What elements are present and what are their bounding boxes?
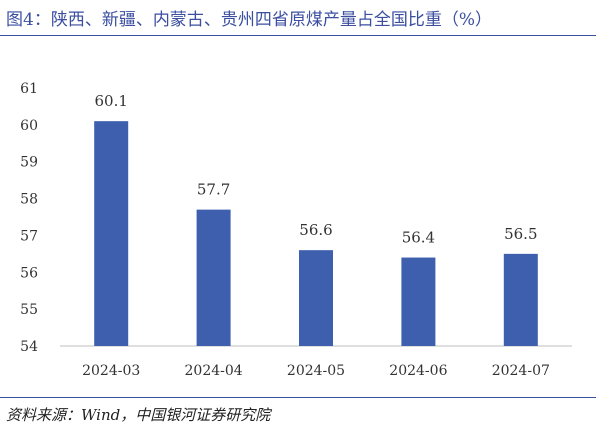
y-tick-label: 60 bbox=[20, 118, 38, 134]
y-tick-label: 55 bbox=[20, 302, 38, 318]
data-label: 60.1 bbox=[94, 92, 127, 110]
y-tick-label: 58 bbox=[20, 192, 38, 208]
y-tick-label: 56 bbox=[20, 265, 38, 281]
bar bbox=[401, 257, 436, 346]
x-tick-label: 2024-04 bbox=[185, 363, 243, 379]
x-tick-label: 2024-05 bbox=[287, 363, 345, 379]
y-tick-label: 61 bbox=[20, 81, 38, 97]
y-tick-label: 59 bbox=[20, 155, 38, 171]
bar bbox=[503, 253, 538, 346]
bar-chart: 54 55 56 57 58 59 60 61 60.1 2024-03 57.7 2024-04 56… bbox=[20, 81, 572, 379]
data-label: 57.7 bbox=[197, 181, 230, 199]
bar bbox=[94, 121, 129, 347]
x-tick-label: 2024-03 bbox=[82, 363, 140, 379]
data-label: 56.5 bbox=[504, 225, 537, 243]
source-divider bbox=[0, 397, 596, 398]
title-divider bbox=[0, 35, 596, 36]
x-tick-label: 2024-07 bbox=[492, 363, 550, 379]
chart-title: 图4：陕西、新疆、内蒙古、贵州四省原煤产量占全国比重（%） bbox=[6, 10, 492, 30]
y-tick-label: 57 bbox=[20, 228, 38, 244]
bar bbox=[196, 209, 231, 346]
data-label: 56.4 bbox=[402, 229, 435, 247]
x-tick-label: 2024-06 bbox=[389, 363, 447, 379]
y-tick-label: 54 bbox=[20, 339, 38, 355]
source-note: 资料来源：Wind，中国银河证券研究院 bbox=[6, 406, 271, 424]
bar bbox=[299, 250, 333, 346]
data-label: 56.6 bbox=[299, 221, 332, 239]
